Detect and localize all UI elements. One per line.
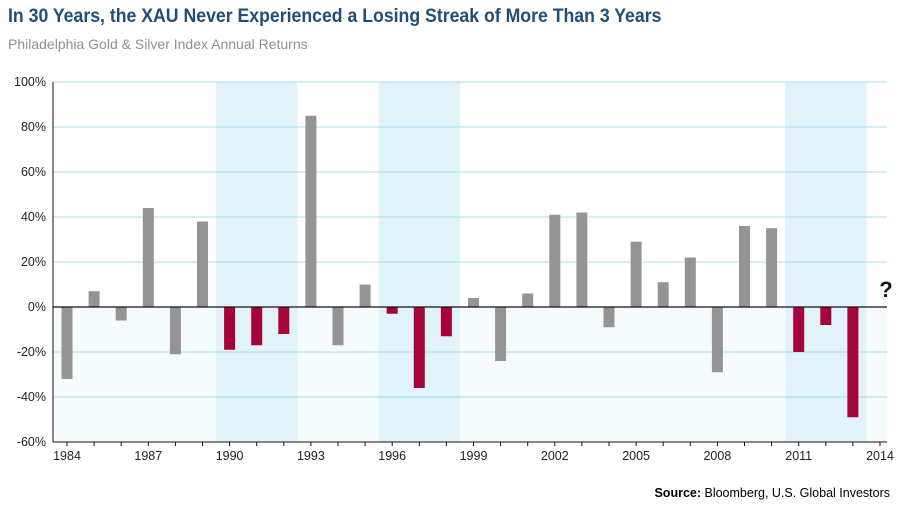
bar-2005 xyxy=(630,241,642,307)
bar-2010 xyxy=(766,228,778,307)
x-tick-labels: 1984 1987 1990 1993 1996 1999 2002 2005 2008 2011… xyxy=(53,449,894,463)
axes xyxy=(52,82,887,446)
y-tick-label: 20% xyxy=(21,255,46,269)
x-tick-label: 1993 xyxy=(297,449,325,463)
bar-1989 xyxy=(197,221,208,307)
bar-1985 xyxy=(88,291,100,307)
chart-subtitle: Philadelphia Gold & Silver Index Annual … xyxy=(8,36,308,52)
y-tick-labels: 100% 80% 60% 40% 20% 0% -20% -40% -60% xyxy=(14,75,46,449)
bar-1990 xyxy=(224,307,236,350)
bar-1996 xyxy=(386,307,398,314)
bar-1997 xyxy=(413,307,425,388)
bar-2007 xyxy=(684,257,696,307)
y-tick-label: 40% xyxy=(21,210,46,224)
y-tick-label: -60% xyxy=(17,435,46,449)
source-text: Bloomberg, U.S. Global Investors xyxy=(701,486,890,500)
bar-2002 xyxy=(549,214,561,307)
question-mark-annotation: ? xyxy=(879,277,892,302)
source-note: Source: Bloomberg, U.S. Global Investors xyxy=(654,486,890,500)
y-tick-label: 0% xyxy=(28,300,46,314)
annotations: ? xyxy=(879,277,892,302)
bar-2006 xyxy=(657,282,669,307)
bar-2013 xyxy=(847,307,859,418)
bar-1988 xyxy=(169,307,181,355)
x-tick-label: 1984 xyxy=(53,449,81,463)
x-tick-label: 2002 xyxy=(541,449,569,463)
bar-1986 xyxy=(115,307,127,321)
bar-2003 xyxy=(576,212,588,307)
bar-1994 xyxy=(332,307,344,346)
bar-2011 xyxy=(793,307,805,352)
bar-1984 xyxy=(61,307,73,379)
bar-2004 xyxy=(603,307,615,328)
bar-2000 xyxy=(495,307,507,361)
y-tick-label: 100% xyxy=(14,75,46,89)
x-tick-label: 1990 xyxy=(216,449,244,463)
bar-1991 xyxy=(251,307,263,346)
y-tick-label: 80% xyxy=(21,120,46,134)
y-tick-label: -20% xyxy=(17,345,46,359)
bar-1992 xyxy=(278,307,290,334)
x-tick-label: 1999 xyxy=(460,449,488,463)
chart-title: In 30 Years, the XAU Never Experienced a… xyxy=(8,6,662,27)
bar-1999 xyxy=(468,298,479,307)
x-tick-label: 1987 xyxy=(134,449,162,463)
bar-1987 xyxy=(142,208,154,307)
x-tick-label: 2008 xyxy=(703,449,731,463)
x-tick-label: 2005 xyxy=(622,449,650,463)
x-tick-label: 1996 xyxy=(378,449,406,463)
x-tick-label: 2011 xyxy=(785,449,812,463)
bar-2009 xyxy=(739,226,750,307)
bar-2012 xyxy=(820,307,832,325)
bar-1995 xyxy=(359,284,371,307)
bar-2008 xyxy=(711,307,723,373)
x-tick-label: 2014 xyxy=(866,449,894,463)
bar-1993 xyxy=(305,115,317,307)
bar-1998 xyxy=(440,307,452,337)
bars xyxy=(61,115,859,418)
y-tick-label: -40% xyxy=(17,390,46,404)
source-label: Source: xyxy=(654,486,702,500)
y-tick-label: 60% xyxy=(21,165,46,179)
bar-2001 xyxy=(522,293,534,307)
negative-region xyxy=(53,307,887,442)
